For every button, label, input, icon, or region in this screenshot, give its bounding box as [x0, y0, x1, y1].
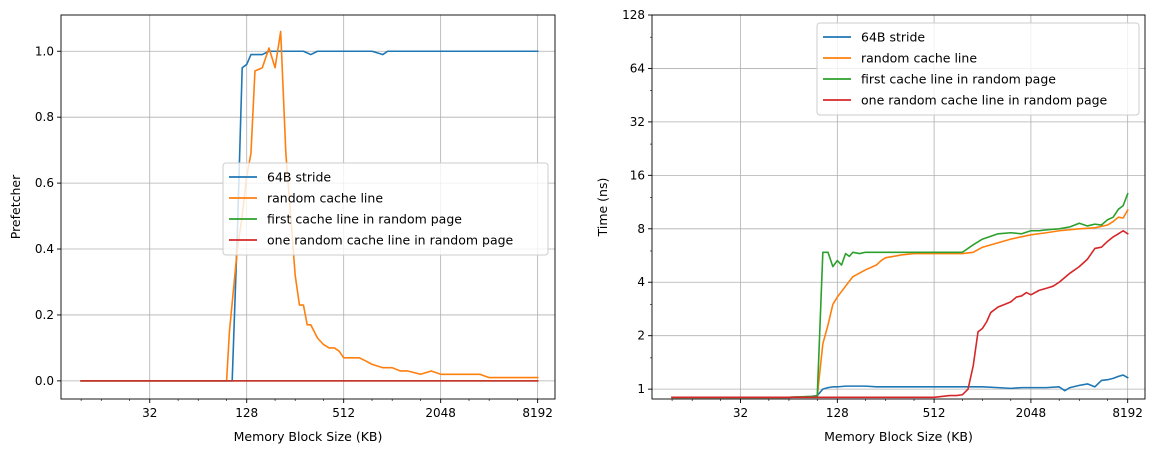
legend-label-3: one random cache line in random page [267, 233, 514, 248]
x-tick-label: 512 [332, 406, 355, 420]
x-tick-label: 32 [733, 406, 748, 420]
y-tick-label: 2 [637, 329, 645, 343]
x-axis-label: Memory Block Size (KB) [824, 429, 973, 444]
x-tick-label: 8192 [1112, 406, 1143, 420]
y-axis-label: Time (ns) [595, 178, 610, 238]
x-tick-label: 2048 [425, 406, 456, 420]
chart-time: 32 128 512 2048 8192 1 2 4 8 16 32 64 128 Memory Bloc… [595, 8, 1146, 444]
y-tick-label: 16 [630, 168, 645, 182]
x-tick-label: 128 [826, 406, 849, 420]
y-tick-label: 0.6 [35, 176, 54, 190]
y-tick-label: 0.4 [35, 242, 54, 256]
y-tick-label: 1 [637, 382, 645, 396]
chart-prefetcher: 32 128 512 2048 8192 0.0 0.2 0.4 0.6 0.8 1.0 Memory… [8, 14, 556, 444]
y-tick-label: 0.2 [35, 308, 54, 322]
y-tick-label: 32 [630, 115, 645, 129]
y-tick-label: 4 [637, 275, 645, 289]
y-tick-label: 8 [637, 222, 645, 236]
x-tick-label: 512 [923, 406, 946, 420]
y-tick-label: 0.0 [35, 374, 54, 388]
legend-label-3: one random cache line in random page [861, 93, 1108, 108]
series-line-3 [671, 229, 1129, 399]
y-tick-label: 64 [630, 61, 645, 75]
axes-frame [651, 14, 1146, 400]
x-tick-label: 32 [142, 406, 157, 420]
legend-label-2: first cache line in random page [861, 72, 1056, 87]
legend: 64B stride random cache line first cache l… [816, 22, 1140, 116]
legend-box [816, 22, 1140, 116]
legend-box [222, 162, 549, 256]
y-tick-label: 0.8 [35, 110, 54, 124]
x-axis-label: Memory Block Size (KB) [234, 429, 383, 444]
y-tick-label: 128 [622, 8, 645, 22]
legend: 64B stride random cache line first cache l… [222, 162, 549, 256]
axes-frame [60, 14, 556, 400]
x-tick-label: 8192 [522, 406, 553, 420]
x-tick-label: 128 [235, 406, 258, 420]
x-tick-label: 2048 [1016, 406, 1047, 420]
series-line-1 [671, 208, 1129, 399]
legend-label-1: random cache line [267, 191, 383, 206]
legend-label-0: 64B stride [861, 30, 925, 45]
legend-label-1: random cache line [861, 51, 977, 66]
legend-label-0: 64B stride [267, 170, 331, 185]
legend-label-2: first cache line in random page [267, 212, 462, 227]
y-tick-label: 1.0 [35, 44, 54, 58]
y-axis-label: Prefetcher [8, 174, 23, 239]
series-line-2 [671, 192, 1129, 399]
